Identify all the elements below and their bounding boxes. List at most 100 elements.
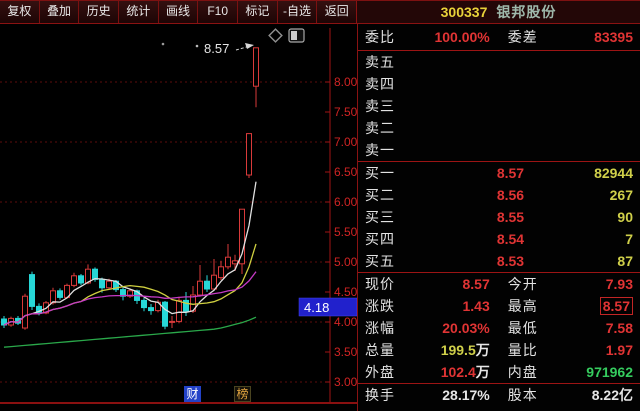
menu-item-9[interactable]: 返回 (317, 1, 357, 23)
weibi-label: 委比 (365, 29, 395, 45)
menu-item-3[interactable]: 历史 (79, 1, 120, 23)
stat-value: 102.4万 (440, 364, 490, 380)
queue-label: 卖三 (365, 98, 395, 114)
candlestick-chart[interactable]: 8.00 7.50 7.00 6.50 6.00 5.50 5.00 4.50 4.00 3.50… (0, 24, 357, 411)
stat-label: 外盘 (365, 364, 395, 380)
stat-label: 涨跌 (365, 298, 395, 314)
menu: 复权 叠加 历史 统计 画线 F10 标记 -自选 返回 (0, 1, 357, 23)
candle-up (232, 260, 238, 265)
sell-row-5[interactable]: 卖五 (358, 51, 640, 73)
candle-up (211, 274, 217, 290)
candle-up (246, 133, 252, 176)
weicha-label: 委差 (507, 29, 538, 45)
buy-queue: 买一 8.57 82944 买二 8.56 267 买三 8.55 90 买四 8.54 7 买五 8.5… (358, 162, 640, 273)
axis-price-tag (298, 297, 357, 317)
queue-label: 买五 (365, 253, 395, 269)
stat-row-3: 涨幅 20.03% 最低 7.58 (358, 317, 640, 339)
stat-value: 8.57 (558, 297, 633, 315)
candle-down (99, 278, 105, 289)
buy-row-1[interactable]: 买一 8.57 82944 (358, 162, 640, 184)
sell-row-2[interactable]: 卖二 (358, 117, 640, 139)
candle-up (50, 290, 56, 304)
buy-row-3[interactable]: 买三 8.55 90 (358, 206, 640, 228)
ma-line-green (3, 316, 257, 348)
sell-row-3[interactable]: 卖三 (358, 95, 640, 117)
stock-code: 300337 (440, 4, 488, 20)
stock-title: 300337 银邦股份 (357, 1, 640, 23)
queue-volume: 87 (617, 253, 633, 269)
top-menubar: 复权 叠加 历史 统计 画线 F10 标记 -自选 返回 300337 银邦股份 (0, 0, 640, 24)
queue-volume: 90 (617, 209, 633, 225)
buy-row-5[interactable]: 买五 8.53 87 (358, 250, 640, 272)
queue-label: 买二 (365, 187, 395, 203)
high-annotation: 8.57 (204, 41, 229, 56)
stat-value: 8.57 (462, 276, 490, 292)
stat-value: 971962 (586, 364, 633, 380)
candle-down (183, 299, 189, 312)
stat-label: 量比 (507, 342, 538, 358)
stock-name: 银邦股份 (496, 4, 557, 20)
menu-item-8[interactable]: -自选 (277, 1, 318, 23)
buy-row-2[interactable]: 买二 8.56 267 (358, 184, 640, 206)
stat-label: 最低 (507, 320, 538, 336)
stat-label: 最高 (507, 298, 538, 314)
candle-down (92, 268, 98, 280)
queue-label: 买三 (365, 209, 395, 225)
menu-item-5[interactable]: 画线 (158, 1, 199, 23)
candle-up (176, 299, 182, 322)
axis-label: 3.00 (334, 375, 357, 389)
menu-item-1[interactable]: 复权 (0, 1, 40, 23)
quote-panel: 委比 100.00% 委差 83395 卖五 卖四 卖三 卖二 卖一 买一 8.57 829… (357, 24, 640, 411)
stat-value: 1.43 (462, 298, 490, 314)
menu-item-4[interactable]: 统计 (119, 1, 159, 23)
sell-row-1[interactable]: 卖一 (358, 139, 640, 161)
candle-down (148, 307, 154, 312)
axis-label: 8.00 (334, 75, 357, 89)
buy-row-4[interactable]: 买四 8.54 7 (358, 228, 640, 250)
candle-up (127, 290, 133, 297)
marker-dot (195, 44, 199, 48)
turnover-value: 28.17% (442, 387, 490, 403)
queue-price: 8.55 (496, 209, 525, 225)
axis-label: 7.50 (334, 105, 357, 119)
queue-volume: 7 (625, 231, 633, 247)
candle-down (29, 274, 35, 307)
queue-price: 8.54 (496, 231, 525, 247)
queue-label: 卖四 (365, 76, 395, 92)
menu-item-2[interactable]: 叠加 (39, 1, 80, 23)
ma-line-MA-fast (3, 181, 257, 326)
diamond-marker-icon (268, 28, 283, 43)
candle-up (218, 266, 224, 279)
menu-item-7[interactable]: 标记 (238, 1, 278, 23)
axis-label: 6.00 (334, 195, 357, 209)
axis-label: 4.00 (334, 315, 357, 329)
axis-label: 4.50 (334, 285, 357, 299)
stat-value: 1.97 (605, 342, 633, 358)
chart-canvas[interactable]: 8.00 7.50 7.00 6.50 6.00 5.50 5.00 4.50 4.00 3.50… (0, 24, 357, 411)
capital-label: 股本 (507, 387, 538, 403)
finance-button[interactable]: 财 (184, 386, 201, 402)
stat-row-1: 现价 8.57 今开 7.93 (358, 273, 640, 295)
stat-label: 涨幅 (365, 320, 395, 336)
ranking-button[interactable]: 榜 (234, 386, 251, 402)
sell-row-4[interactable]: 卖四 (358, 73, 640, 95)
candle-down (57, 290, 63, 298)
stat-value: 7.93 (605, 276, 633, 292)
axis-label: 3.50 (334, 345, 357, 359)
candle-up (253, 47, 259, 87)
queue-label: 卖二 (365, 120, 395, 136)
candle-up (22, 295, 28, 329)
candle-up (169, 320, 175, 323)
capital-value: 8.22亿 (591, 387, 633, 403)
candle-down (162, 301, 168, 327)
stat-label: 总量 (365, 342, 395, 358)
queue-label: 卖五 (365, 54, 395, 70)
menu-item-6[interactable]: F10 (198, 1, 239, 23)
stat-value: 20.03% (442, 320, 490, 336)
candle-up (71, 275, 77, 286)
candle-up (225, 256, 231, 268)
stats-block: 现价 8.57 今开 7.93 涨跌 1.43 最高 8.57 涨幅 20.03% 最低 7.58 总量… (358, 273, 640, 384)
panel-toggle-icon-fill (291, 31, 297, 40)
queue-label: 买一 (365, 165, 395, 181)
queue-price: 8.56 (496, 187, 525, 203)
